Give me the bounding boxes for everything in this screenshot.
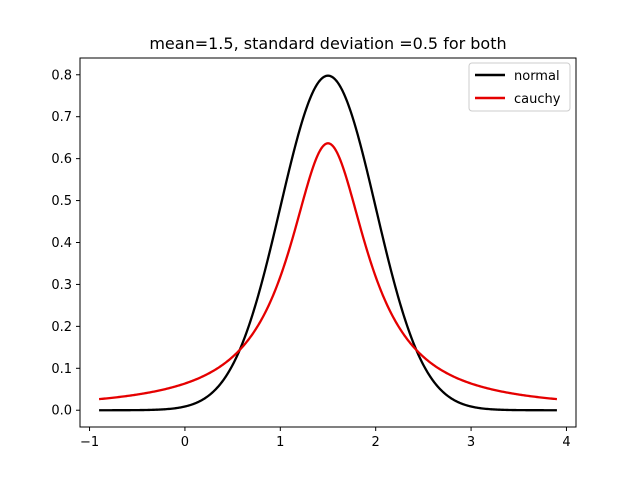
- x-tick-label: 1: [276, 435, 284, 450]
- y-tick-label: 0.7: [51, 110, 72, 125]
- y-tick-label: 0.8: [51, 68, 72, 83]
- y-tick-label: 0.3: [51, 278, 72, 293]
- y-tick-label: 0.1: [51, 362, 72, 377]
- x-tick-label: 3: [467, 435, 475, 450]
- legend: normal cauchy: [468, 62, 571, 112]
- legend-label-normal: normal: [514, 69, 560, 84]
- plot-area: [98, 74, 558, 412]
- series-line-normal: [99, 74, 557, 412]
- legend-label-cauchy: cauchy: [514, 92, 561, 107]
- x-tick-label: 4: [562, 435, 570, 450]
- y-axis: 0.0 0.1 0.2 0.3 0.4 0.5 0.6 0.7 0.8: [51, 68, 80, 419]
- y-tick-label: 0.6: [51, 152, 72, 167]
- y-tick-label: 0.4: [51, 236, 72, 251]
- y-tick-label: 0.2: [51, 320, 72, 335]
- x-tick-label: −1: [80, 435, 99, 450]
- chart-title: mean=1.5, standard deviation =0.5 for bo…: [149, 34, 506, 53]
- y-tick-label: 0.0: [51, 404, 72, 419]
- series-line-cauchy: [98, 142, 558, 401]
- x-tick-label: 2: [372, 435, 380, 450]
- x-tick-label: 0: [181, 435, 189, 450]
- y-tick-label: 0.5: [51, 194, 72, 209]
- x-axis: −1 0 1 2 3 4: [80, 427, 571, 450]
